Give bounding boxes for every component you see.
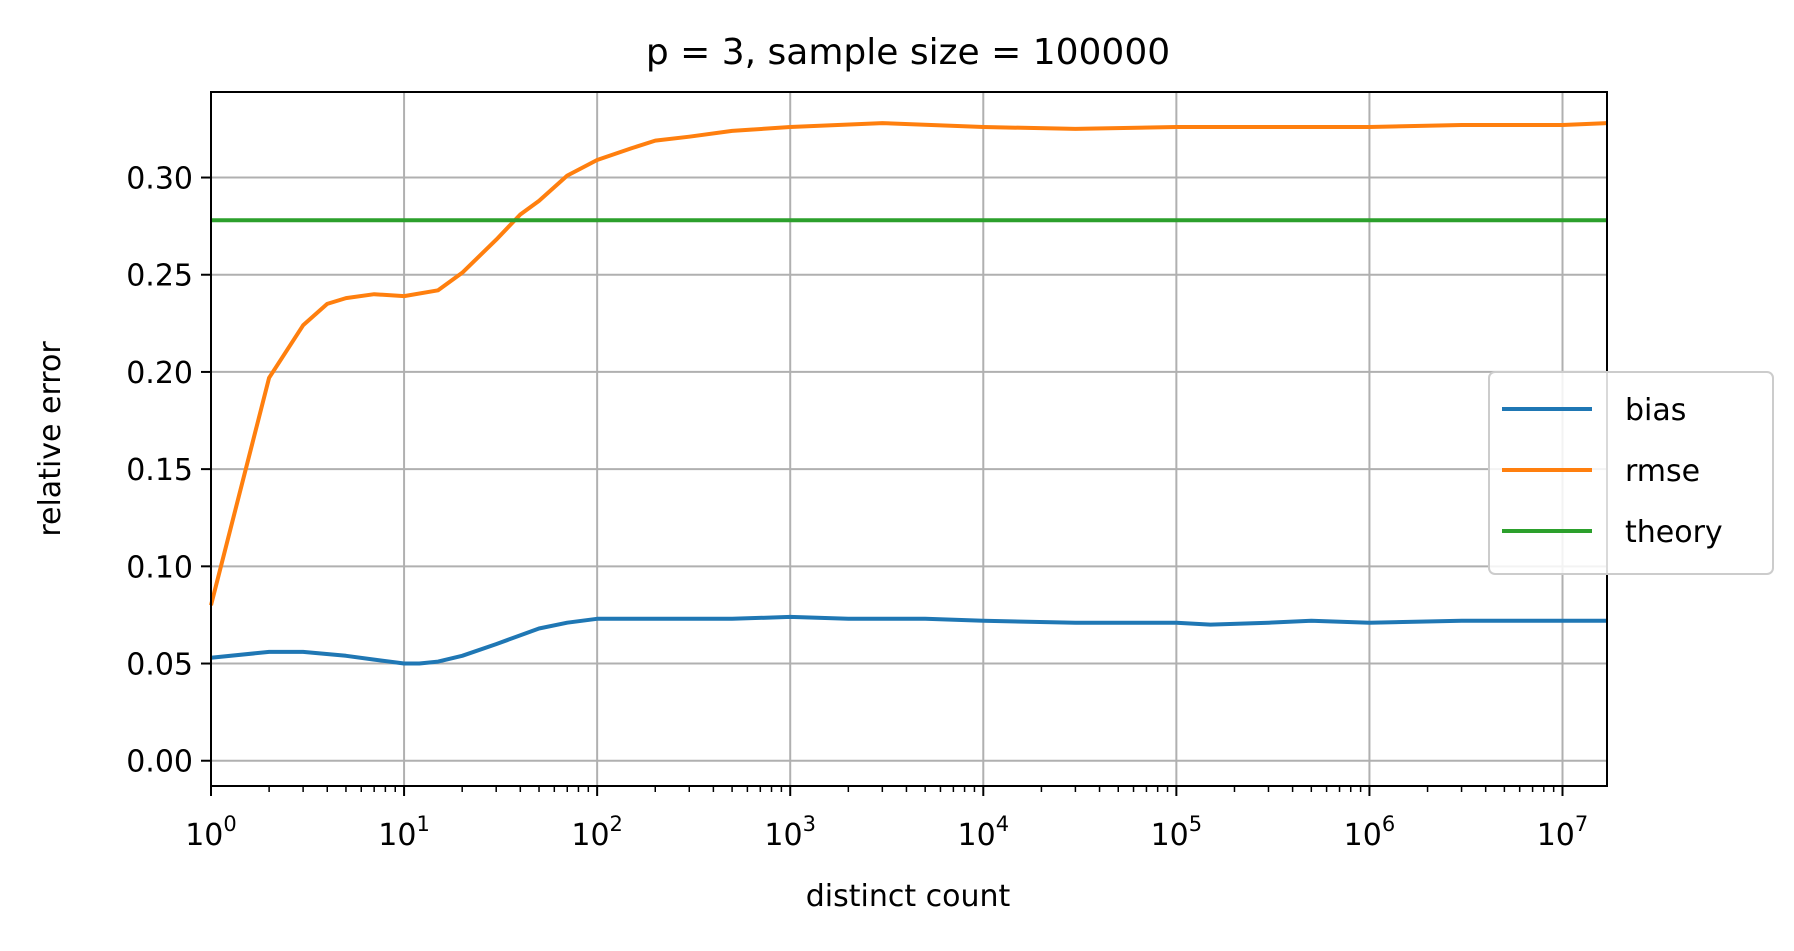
series-line-bias (210, 614, 1607, 666)
x-axis-label: distinct count (806, 879, 1011, 914)
legend: bias rmse theory (1488, 371, 1774, 575)
y-tick-label: 0.20 (126, 356, 193, 391)
x-tick-label: 107 (1537, 812, 1589, 853)
x-tick-label: 104 (958, 812, 1010, 853)
x-axis: 100 101 102 103 104 105 106 107 (185, 786, 1588, 853)
legend-box (1488, 371, 1774, 575)
y-axis: 0.00 0.05 0.10 0.15 0.20 0.25 0.30 (126, 162, 211, 780)
x-tick-label: 102 (571, 812, 623, 853)
grid (210, 92, 1607, 786)
legend-label-rmse: rmse (1625, 454, 1700, 489)
x-tick-label: 103 (764, 812, 816, 853)
y-tick-label: 0.15 (126, 453, 193, 488)
y-tick-label: 0.10 (126, 550, 193, 585)
y-tick-label: 0.30 (126, 162, 193, 197)
x-tick-label: 101 (378, 812, 430, 853)
y-tick-label: 0.25 (126, 259, 193, 294)
legend-label-bias: bias (1625, 393, 1686, 428)
series-line-rmse (209, 121, 1608, 606)
chart-title: p = 3, sample size = 100000 (646, 32, 1170, 73)
legend-label-theory: theory (1625, 515, 1723, 550)
series-lines (209, 121, 1608, 666)
x-tick-label: 106 (1344, 812, 1396, 853)
y-axis-label: relative error (33, 341, 68, 537)
x-tick-label: 105 (1151, 812, 1203, 853)
y-tick-label: 0.05 (126, 648, 193, 683)
y-tick-label: 0.00 (126, 745, 193, 780)
x-tick-label: 100 (185, 812, 237, 853)
